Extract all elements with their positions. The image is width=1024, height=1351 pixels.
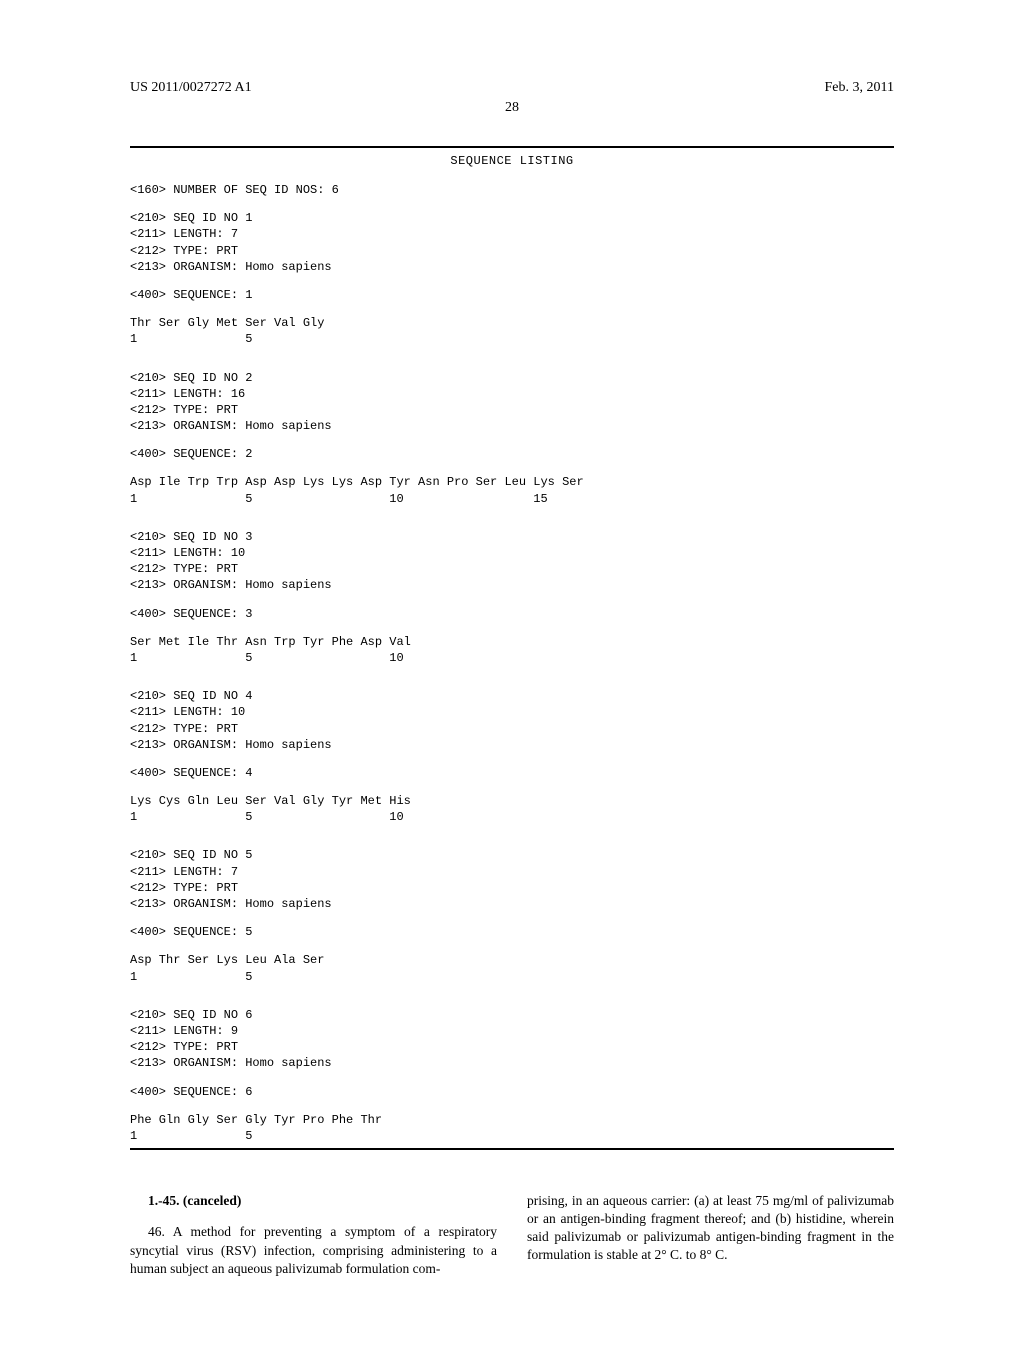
sequence-entry: <210> SEQ ID NO 6 <211> LENGTH: 9 <212> … bbox=[130, 1007, 894, 1144]
sequence-entry: <210> SEQ ID NO 2 <211> LENGTH: 16 <212>… bbox=[130, 370, 894, 507]
sequence-entry: <210> SEQ ID NO 5 <211> LENGTH: 7 <212> … bbox=[130, 847, 894, 984]
seq-body: Lys Cys Gln Leu Ser Val Gly Tyr Met His … bbox=[130, 793, 894, 825]
bottom-rule bbox=[130, 1148, 894, 1150]
sequence-entry: <210> SEQ ID NO 1 <211> LENGTH: 7 <212> … bbox=[130, 210, 894, 347]
publication-number: US 2011/0027272 A1 bbox=[130, 80, 252, 96]
page-number: 28 bbox=[130, 100, 894, 116]
seq-line: <400> SEQUENCE: 1 bbox=[130, 287, 894, 303]
page-header: US 2011/0027272 A1 Feb. 3, 2011 bbox=[130, 80, 894, 96]
claims-section: 1.-45. (canceled) 46. A method for preve… bbox=[130, 1178, 894, 1291]
claim-46-part1: 46. A method for preventing a symptom of… bbox=[130, 1223, 497, 1278]
seq-line: <400> SEQUENCE: 4 bbox=[130, 765, 894, 781]
seq-body: Phe Gln Gly Ser Gly Tyr Pro Phe Thr 1 5 bbox=[130, 1112, 894, 1144]
claims-column-left: 1.-45. (canceled) 46. A method for preve… bbox=[130, 1178, 497, 1291]
seq-body: Asp Ile Trp Trp Asp Asp Lys Lys Asp Tyr … bbox=[130, 474, 894, 506]
publication-date: Feb. 3, 2011 bbox=[825, 80, 894, 96]
seq-meta: <210> SEQ ID NO 6 <211> LENGTH: 9 <212> … bbox=[130, 1007, 894, 1072]
sequence-listing-title: SEQUENCE LISTING bbox=[130, 154, 894, 168]
seq-body: Asp Thr Ser Lys Leu Ala Ser 1 5 bbox=[130, 952, 894, 984]
sequence-entries: <210> SEQ ID NO 1 <211> LENGTH: 7 <212> … bbox=[130, 210, 894, 1144]
claim-46-part2: prising, in an aqueous carrier: (a) at l… bbox=[527, 1192, 894, 1265]
seq-meta: <210> SEQ ID NO 4 <211> LENGTH: 10 <212>… bbox=[130, 688, 894, 753]
seq-line: <400> SEQUENCE: 3 bbox=[130, 606, 894, 622]
seq-body: Ser Met Ile Thr Asn Trp Tyr Phe Asp Val … bbox=[130, 634, 894, 666]
sequence-entry: <210> SEQ ID NO 3 <211> LENGTH: 10 <212>… bbox=[130, 529, 894, 666]
seq-meta: <210> SEQ ID NO 3 <211> LENGTH: 10 <212>… bbox=[130, 529, 894, 594]
seq-line: <400> SEQUENCE: 5 bbox=[130, 924, 894, 940]
sequence-entry: <210> SEQ ID NO 4 <211> LENGTH: 10 <212>… bbox=[130, 688, 894, 825]
claims-column-right: prising, in an aqueous carrier: (a) at l… bbox=[527, 1178, 894, 1291]
seq-line: <400> SEQUENCE: 6 bbox=[130, 1084, 894, 1100]
seq-meta: <210> SEQ ID NO 2 <211> LENGTH: 16 <212>… bbox=[130, 370, 894, 435]
seq-meta: <210> SEQ ID NO 5 <211> LENGTH: 7 <212> … bbox=[130, 847, 894, 912]
seq-meta: <210> SEQ ID NO 1 <211> LENGTH: 7 <212> … bbox=[130, 210, 894, 275]
top-rule bbox=[130, 146, 894, 148]
number-of-seq: <160> NUMBER OF SEQ ID NOS: 6 bbox=[130, 182, 894, 198]
claim-canceled: 1.-45. (canceled) bbox=[130, 1192, 497, 1210]
seq-body: Thr Ser Gly Met Ser Val Gly 1 5 bbox=[130, 315, 894, 347]
seq-line: <400> SEQUENCE: 2 bbox=[130, 446, 894, 462]
